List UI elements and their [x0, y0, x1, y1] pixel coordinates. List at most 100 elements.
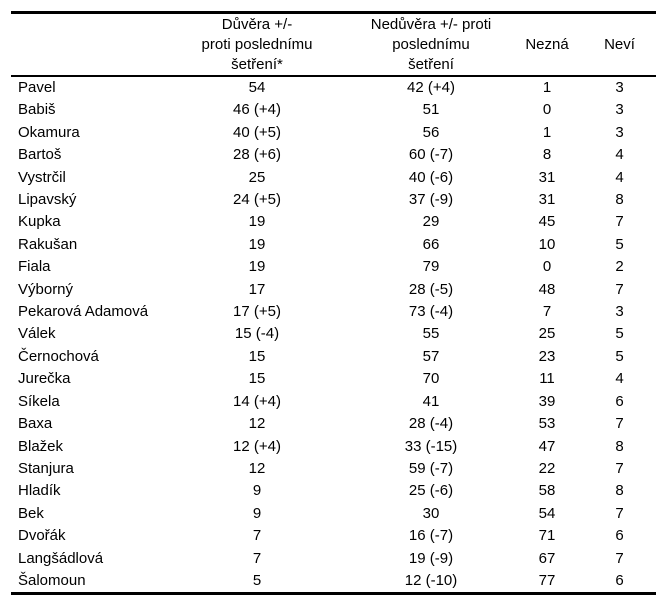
table-row: Rakušan 19 66 10 5: [11, 234, 656, 256]
table-row: Síkela 14 (+4) 41 39 6: [11, 391, 656, 413]
neduvera-cell: 66: [422, 235, 440, 253]
nevi-cell: 4: [615, 370, 624, 388]
neduvera-cell: 70: [422, 370, 440, 388]
nevi-cell: 8: [615, 437, 624, 455]
table-row: Baxa 12 28 (-4) 53 7: [11, 413, 656, 435]
column-header-nezna: Nezná: [525, 35, 569, 53]
neduvera-cell: 12 (-10): [404, 571, 458, 589]
duvera-cell: 14 (+4): [233, 392, 281, 410]
table-header: Důvěra +/- proti poslednímu šetření* Ned…: [11, 13, 656, 77]
nezna-cell: 0: [542, 258, 552, 276]
nezna-cell: 77: [538, 571, 556, 589]
nezna-cell: 31: [538, 168, 556, 186]
nezna-cell: 1: [542, 123, 552, 141]
header-line: poslednímu: [392, 35, 470, 53]
duvera-cell: 15 (-4): [234, 325, 280, 343]
nevi-cell: 7: [615, 280, 624, 298]
neduvera-cell: 41: [422, 392, 440, 410]
nezna-cell: 53: [538, 415, 556, 433]
table-row: Černochová 15 57 23 5: [11, 346, 656, 368]
nezna-cell: 47: [538, 437, 556, 455]
nevi-cell: 7: [615, 213, 624, 231]
name-cell: Stanjura: [18, 459, 74, 477]
nezna-cell: 7: [542, 303, 552, 321]
neduvera-cell: 60 (-7): [408, 146, 454, 164]
nevi-cell: 5: [615, 325, 624, 343]
column-header-name: [11, 13, 163, 77]
table-row: Hladík 9 25 (-6) 58 8: [11, 480, 656, 502]
table-row: Bartoš 28 (+6) 60 (-7) 8 4: [11, 144, 656, 166]
neduvera-cell: 40 (-6): [408, 168, 454, 186]
neduvera-cell: 37 (-9): [408, 191, 454, 209]
table-row: Dvořák 7 16 (-7) 71 6: [11, 525, 656, 547]
name-cell: Vystrčil: [18, 168, 66, 186]
header-row: Důvěra +/- proti poslednímu šetření* Ned…: [11, 13, 656, 77]
neduvera-cell: 55: [422, 325, 440, 343]
duvera-cell: 5: [252, 571, 262, 589]
column-header-duvera: Důvěra +/- proti poslednímu šetření*: [163, 13, 351, 77]
name-cell: Langšádlová: [18, 549, 104, 567]
duvera-cell: 25: [248, 168, 266, 186]
nevi-cell: 5: [615, 347, 624, 365]
neduvera-cell: 30: [422, 504, 440, 522]
duvera-cell: 54: [248, 79, 266, 96]
neduvera-cell: 79: [422, 258, 440, 276]
table-row: Okamura 40 (+5) 56 1 3: [11, 122, 656, 144]
nezna-cell: 48: [538, 280, 556, 298]
name-cell: Pavel: [18, 79, 56, 96]
neduvera-cell: 73 (-4): [408, 303, 454, 321]
nevi-cell: 4: [615, 146, 624, 164]
nezna-cell: 71: [538, 527, 556, 545]
nezna-cell: 0: [542, 101, 552, 119]
nevi-cell: 6: [615, 527, 624, 545]
nevi-cell: 7: [615, 459, 624, 477]
neduvera-cell: 33 (-15): [404, 437, 458, 455]
nezna-cell: 67: [538, 549, 556, 567]
nevi-cell: 3: [615, 303, 624, 321]
nezna-cell: 31: [538, 191, 556, 209]
name-cell: Lipavský: [18, 191, 77, 209]
duvera-cell: 7: [252, 527, 262, 545]
nezna-cell: 45: [538, 213, 556, 231]
duvera-cell: 12 (+4): [233, 437, 281, 455]
nevi-cell: 3: [615, 79, 624, 96]
name-cell: Baxa: [18, 415, 53, 433]
nevi-cell: 3: [615, 101, 624, 119]
duvera-cell: 19: [248, 258, 266, 276]
neduvera-cell: 28 (-5): [408, 280, 454, 298]
duvera-cell: 7: [252, 549, 262, 567]
header-line: Důvěra +/-: [221, 15, 293, 33]
duvera-cell: 15: [248, 347, 266, 365]
table-row: Bek 9 30 54 7: [11, 503, 656, 525]
name-cell: Síkela: [18, 392, 60, 410]
nevi-cell: 3: [615, 123, 624, 141]
neduvera-cell: 29: [422, 213, 440, 231]
duvera-cell: 19: [248, 213, 266, 231]
nevi-cell: 8: [615, 191, 624, 209]
nevi-cell: 4: [615, 168, 624, 186]
name-cell: Výborný: [18, 280, 74, 298]
table-row: Lipavský 24 (+5) 37 (-9) 31 8: [11, 189, 656, 211]
name-cell: Šalomoun: [18, 571, 86, 589]
nezna-cell: 58: [538, 482, 556, 500]
name-cell: Válek: [18, 325, 56, 343]
table-row: Blažek 12 (+4) 33 (-15) 47 8: [11, 436, 656, 458]
duvera-cell: 46 (+4): [233, 101, 281, 119]
duvera-cell: 40 (+5): [233, 123, 281, 141]
nezna-cell: 25: [538, 325, 556, 343]
table-row: Babiš 46 (+4) 51 0 3: [11, 99, 656, 121]
nevi-cell: 2: [615, 258, 624, 276]
nezna-cell: 22: [538, 459, 556, 477]
column-header-nevi: Neví: [604, 35, 635, 53]
table-row: Jurečka 15 70 11 4: [11, 368, 656, 390]
table-row: Pekarová Adamová 17 (+5) 73 (-4) 7 3: [11, 301, 656, 323]
nezna-cell: 39: [538, 392, 556, 410]
nevi-cell: 7: [615, 549, 624, 567]
table-row: Výborný 17 28 (-5) 48 7: [11, 279, 656, 301]
table-row: Pavel 54 42 (+4) 1 3: [11, 76, 656, 99]
header-line: šetření: [408, 55, 454, 73]
nezna-cell: 11: [539, 370, 555, 388]
neduvera-cell: 57: [422, 347, 440, 365]
name-cell: Bartoš: [18, 146, 62, 164]
